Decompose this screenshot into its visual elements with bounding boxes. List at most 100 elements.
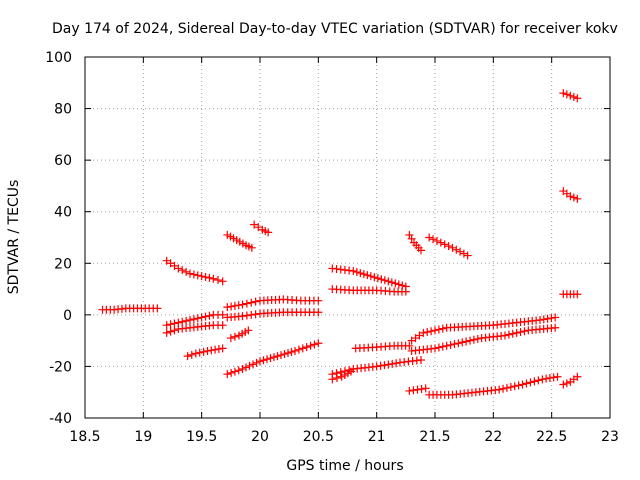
data-point: [238, 300, 247, 309]
data-point: [294, 345, 303, 354]
data-point: [438, 342, 447, 351]
data-point: [446, 340, 455, 349]
data-point: [218, 321, 227, 330]
data-point: [536, 316, 544, 325]
series-arc01: [98, 304, 162, 314]
data-point: [506, 383, 515, 392]
data-point: [384, 360, 393, 369]
data-point: [223, 370, 232, 379]
data-point: [264, 228, 273, 237]
data-point: [162, 321, 171, 330]
series-arc03: [162, 310, 227, 330]
data-point: [512, 328, 521, 337]
data-point: [376, 361, 385, 370]
data-point: [259, 356, 268, 365]
data-point: [284, 349, 292, 358]
data-point: [363, 271, 372, 280]
data-point: [166, 320, 175, 329]
data-point: [434, 343, 443, 352]
data-point: [380, 361, 389, 370]
data-point: [417, 355, 425, 364]
data-point: [425, 233, 434, 242]
x-tick-label: 22: [484, 429, 502, 445]
y-tick-label: 80: [54, 102, 72, 118]
data-point: [291, 346, 299, 355]
data-point: [328, 370, 337, 379]
y-tick-label: -20: [49, 359, 72, 375]
series-arc20: [407, 323, 560, 355]
data-point: [516, 328, 525, 337]
data-point: [573, 290, 582, 299]
data-point: [201, 312, 210, 321]
series-arc23: [559, 89, 582, 103]
data-point: [205, 273, 214, 282]
data-point: [245, 361, 254, 370]
data-point: [405, 386, 414, 395]
data-point: [502, 383, 511, 392]
data-point: [456, 247, 465, 256]
data-point: [254, 223, 263, 232]
data-point: [197, 313, 206, 322]
data-point: [153, 304, 162, 313]
data-point: [384, 277, 393, 286]
data-point: [504, 330, 513, 339]
data-point: [270, 353, 278, 362]
data-point: [553, 372, 562, 381]
data-point: [534, 376, 543, 385]
data-point: [421, 384, 430, 393]
data-point: [469, 335, 478, 344]
data-point: [170, 319, 179, 328]
data-point: [203, 346, 212, 355]
data-point: [244, 326, 253, 335]
data-point: [218, 310, 227, 319]
y-tick-label: 100: [45, 50, 72, 66]
data-point: [566, 91, 575, 100]
data-point: [186, 269, 194, 278]
data-point: [432, 236, 441, 245]
data-point: [247, 298, 256, 307]
data-point: [450, 340, 459, 349]
series-arc22: [425, 372, 562, 399]
data-point: [182, 267, 191, 276]
data-point: [377, 275, 386, 284]
data-point: [277, 351, 285, 360]
data-point: [234, 301, 243, 310]
data-point: [187, 350, 196, 359]
series-arc15: [328, 355, 425, 379]
data-point: [438, 324, 447, 333]
data-point: [466, 336, 474, 345]
data-point: [226, 334, 235, 343]
x-tick-label: 20: [251, 429, 269, 445]
x-tick-label: 21: [368, 429, 386, 445]
x-tick-label: 21.5: [419, 429, 450, 445]
data-point: [454, 339, 463, 348]
x-tick-label: 19.5: [186, 429, 217, 445]
series-arc11: [223, 339, 323, 379]
y-tick-label: 20: [54, 256, 72, 272]
data-point: [218, 277, 227, 286]
data-point: [373, 274, 382, 283]
data-point: [573, 194, 582, 203]
data-point: [356, 269, 365, 278]
data-point: [530, 377, 539, 386]
x-axis-label: GPS time / hours: [286, 458, 403, 474]
data-point: [249, 360, 257, 369]
data-point: [566, 192, 575, 201]
data-point: [405, 341, 414, 350]
y-axis-tick-labels: -40 -20 0 20 40 60 80 100: [45, 50, 72, 427]
series-arc19: [407, 313, 560, 345]
data-point: [209, 274, 218, 283]
data-point: [370, 273, 379, 282]
data-point: [448, 243, 457, 252]
data-point: [242, 311, 251, 320]
data-point: [238, 365, 247, 374]
data-point: [298, 344, 307, 353]
data-point: [442, 341, 451, 350]
data-point: [542, 374, 551, 383]
data-point: [191, 349, 200, 358]
data-point: [266, 354, 275, 363]
data-point: [199, 347, 208, 356]
data-point: [170, 326, 179, 335]
data-point: [227, 302, 236, 311]
series-arc08: [223, 295, 323, 312]
